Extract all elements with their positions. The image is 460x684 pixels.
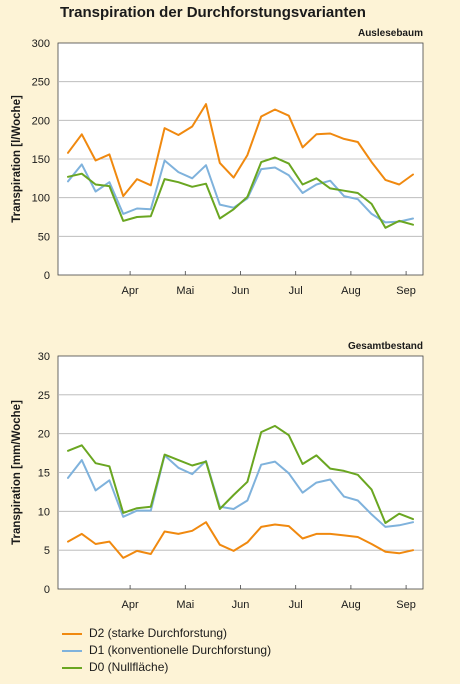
y-tick-label: 250 <box>32 77 50 89</box>
legend-label-d0: D0 (Nullfläche) <box>89 660 169 674</box>
legend-swatch-d2 <box>62 632 82 635</box>
y-tick-label: 0 <box>44 270 50 282</box>
panel-title: Auslesebaum <box>358 28 423 39</box>
legend-swatch-d0 <box>62 666 82 669</box>
series-line-d1 <box>67 454 414 528</box>
x-tick-label: Jul <box>289 285 303 297</box>
x-tick-label: Aug <box>341 285 361 297</box>
x-tick-label: Sep <box>396 285 416 297</box>
legend-item-d2: D2 (starke Durchforstung) <box>62 625 271 642</box>
legend-item-d0: D0 (Nullfläche) <box>62 659 271 676</box>
legend-swatch-d1 <box>62 649 82 652</box>
x-tick-label: Jul <box>289 599 303 611</box>
y-axis-label: Transpiration [l/Woche] <box>11 95 23 223</box>
y-tick-label: 0 <box>44 584 50 596</box>
y-tick-label: 15 <box>38 468 50 480</box>
legend-item-d1: D1 (konventionelle Durchforstung) <box>62 642 271 659</box>
x-tick-label: Aug <box>341 599 361 611</box>
x-tick-label: Mai <box>176 285 194 297</box>
y-tick-label: 100 <box>32 193 50 205</box>
y-tick-label: 200 <box>32 115 50 127</box>
x-tick-label: Sep <box>396 599 416 611</box>
x-tick-label: Apr <box>122 285 139 297</box>
x-tick-label: Mai <box>176 599 194 611</box>
y-tick-label: 30 <box>38 351 50 363</box>
x-tick-label: Apr <box>122 599 139 611</box>
series-line-d0 <box>67 424 414 524</box>
y-tick-label: 5 <box>44 545 50 557</box>
y-tick-label: 20 <box>38 429 50 441</box>
legend-label-d1: D1 (konventionelle Durchforstung) <box>89 643 272 657</box>
y-axis-label: Transpiration [mm/Woche] <box>11 400 23 545</box>
figure-title: Transpiration der Durchforstungsvariante… <box>60 4 366 21</box>
y-tick-label: 25 <box>38 390 50 402</box>
panel-title: Gesamtbestand <box>348 341 423 352</box>
x-tick-label: Jun <box>232 285 250 297</box>
series-line-d0 <box>67 156 414 229</box>
y-tick-label: 50 <box>38 231 50 243</box>
chart-1: 0 50 100 150 200 250 300 Apr Mai Jun Jul Aug Sep Ausl… <box>11 28 424 297</box>
chart-2: 0 5 10 15 20 25 30 Apr Mai Jun Jul Aug Sep Gesamtbest… <box>11 341 424 611</box>
y-tick-label: 300 <box>32 38 50 50</box>
y-tick-label: 10 <box>38 506 50 518</box>
legend: D2 (starke Durchforstung) D1 (konvention… <box>62 625 271 676</box>
legend-label-d2: D2 (starke Durchforstung) <box>89 626 228 640</box>
series-line-d2 <box>67 521 414 559</box>
series-line-d2 <box>67 103 414 198</box>
y-tick-label: 150 <box>32 154 50 166</box>
x-tick-label: Jun <box>232 599 250 611</box>
